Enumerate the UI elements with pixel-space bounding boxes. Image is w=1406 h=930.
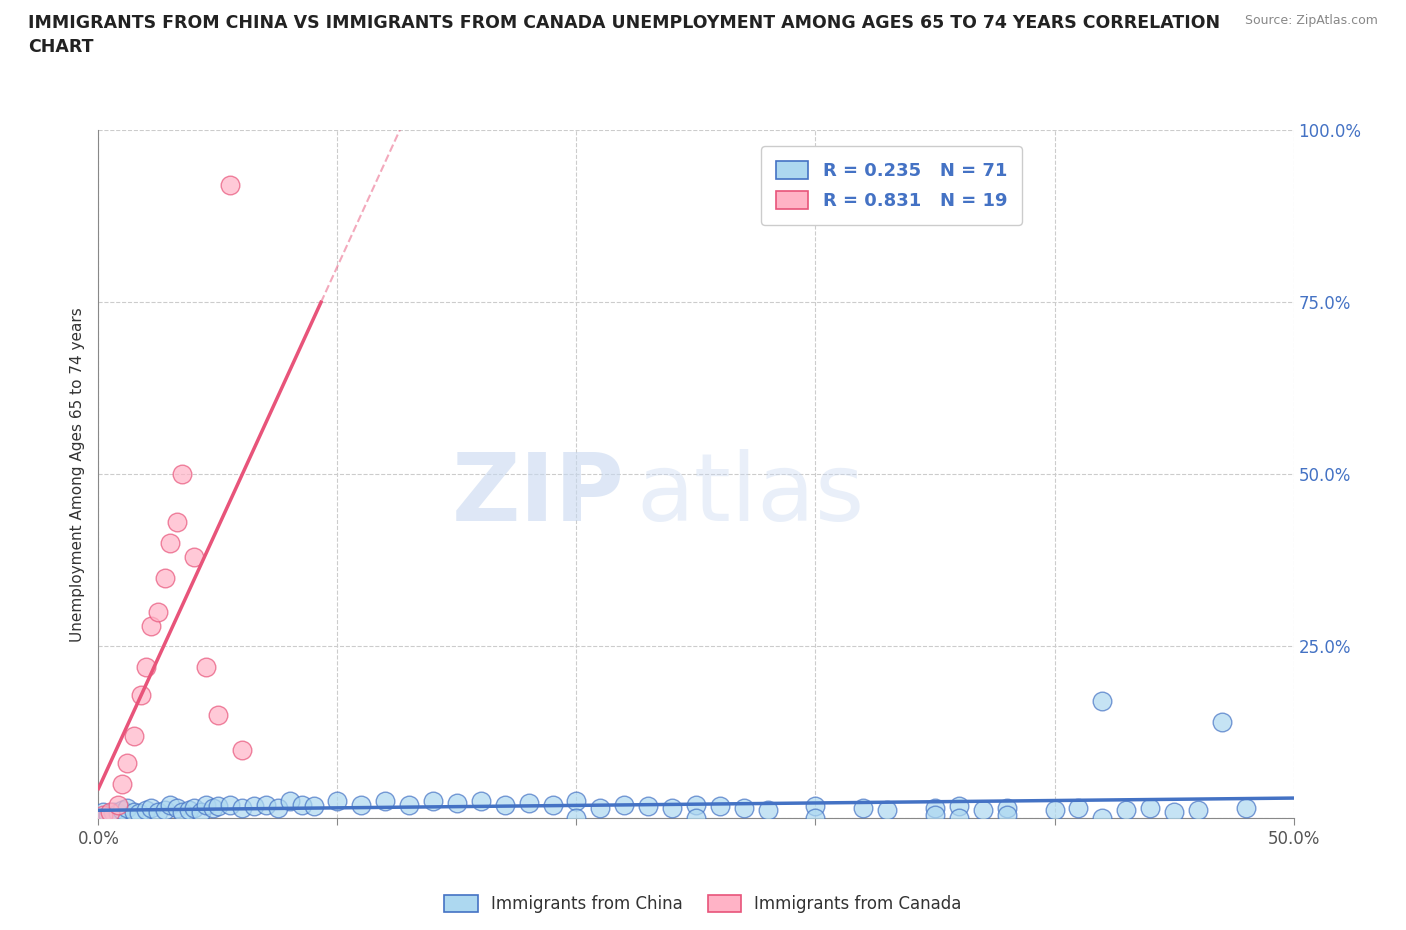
Point: [278, 794, 301, 809]
Point: [995, 807, 1018, 822]
Point: [326, 794, 349, 809]
Point: [155, 570, 177, 585]
Point: [139, 801, 162, 816]
Text: Source: ZipAtlas.com: Source: ZipAtlas.com: [1244, 14, 1378, 27]
Point: [446, 796, 468, 811]
Point: [398, 797, 420, 812]
Point: [243, 799, 266, 814]
Point: [756, 803, 779, 817]
Point: [124, 804, 146, 819]
Point: [1187, 803, 1209, 817]
Point: [589, 801, 612, 816]
Point: [166, 515, 188, 530]
Point: [302, 799, 325, 814]
Point: [231, 801, 253, 816]
Point: [195, 659, 218, 674]
Point: [107, 797, 129, 812]
Point: [1234, 801, 1257, 816]
Point: [291, 797, 314, 812]
Point: [948, 799, 970, 814]
Point: [924, 807, 946, 822]
Point: [202, 801, 225, 816]
Point: [948, 811, 970, 826]
Point: [1139, 801, 1161, 816]
Point: [565, 794, 588, 809]
Point: [517, 796, 540, 811]
Point: [91, 807, 114, 822]
Point: [135, 803, 157, 817]
Point: [148, 804, 170, 819]
Point: [183, 550, 205, 565]
Point: [924, 801, 946, 816]
Point: [190, 804, 212, 819]
Point: [1091, 811, 1114, 826]
Point: [115, 756, 138, 771]
Point: [111, 777, 134, 791]
Point: [97, 807, 120, 822]
Point: [1091, 694, 1114, 709]
Point: [685, 811, 707, 826]
Point: [155, 803, 177, 817]
Point: [1043, 803, 1066, 817]
Legend: R = 0.235   N = 71, R = 0.831   N = 19: R = 0.235 N = 71, R = 0.831 N = 19: [761, 146, 1022, 224]
Point: [1115, 803, 1137, 817]
Point: [1067, 801, 1090, 816]
Point: [207, 708, 229, 723]
Point: [159, 797, 181, 812]
Point: [98, 804, 122, 819]
Point: [148, 604, 170, 619]
Legend: Immigrants from China, Immigrants from Canada: Immigrants from China, Immigrants from C…: [436, 887, 970, 922]
Point: [231, 742, 253, 757]
Point: [995, 801, 1018, 816]
Point: [661, 801, 683, 816]
Point: [541, 797, 564, 812]
Point: [111, 803, 134, 817]
Point: [172, 804, 194, 819]
Point: [1163, 804, 1185, 819]
Point: [219, 797, 242, 812]
Text: atlas: atlas: [637, 449, 865, 541]
Point: [128, 805, 150, 820]
Point: [179, 803, 201, 817]
Point: [219, 178, 242, 193]
Point: [494, 797, 516, 812]
Point: [804, 799, 827, 814]
Point: [135, 659, 157, 674]
Point: [124, 728, 146, 743]
Point: [374, 794, 396, 809]
Point: [131, 687, 153, 702]
Point: [972, 803, 994, 817]
Point: [852, 801, 875, 816]
Point: [422, 794, 444, 809]
Point: [876, 803, 898, 817]
Point: [470, 794, 492, 809]
Point: [685, 797, 707, 812]
Point: [637, 799, 659, 814]
Y-axis label: Unemployment Among Ages 65 to 74 years: Unemployment Among Ages 65 to 74 years: [69, 307, 84, 642]
Point: [350, 797, 373, 812]
Point: [172, 467, 194, 482]
Point: [101, 804, 124, 819]
Text: IMMIGRANTS FROM CHINA VS IMMIGRANTS FROM CANADA UNEMPLOYMENT AMONG AGES 65 TO 74: IMMIGRANTS FROM CHINA VS IMMIGRANTS FROM…: [28, 14, 1220, 56]
Point: [195, 797, 218, 812]
Point: [207, 799, 229, 814]
Text: ZIP: ZIP: [451, 449, 624, 541]
Point: [709, 799, 731, 814]
Point: [267, 801, 290, 816]
Point: [183, 801, 205, 816]
Point: [804, 811, 827, 826]
Point: [733, 801, 755, 816]
Point: [139, 618, 162, 633]
Point: [159, 536, 181, 551]
Point: [107, 805, 129, 820]
Point: [115, 801, 138, 816]
Point: [254, 797, 277, 812]
Point: [613, 797, 636, 812]
Point: [1211, 714, 1233, 729]
Point: [565, 811, 588, 826]
Point: [91, 804, 114, 819]
Point: [166, 801, 188, 816]
